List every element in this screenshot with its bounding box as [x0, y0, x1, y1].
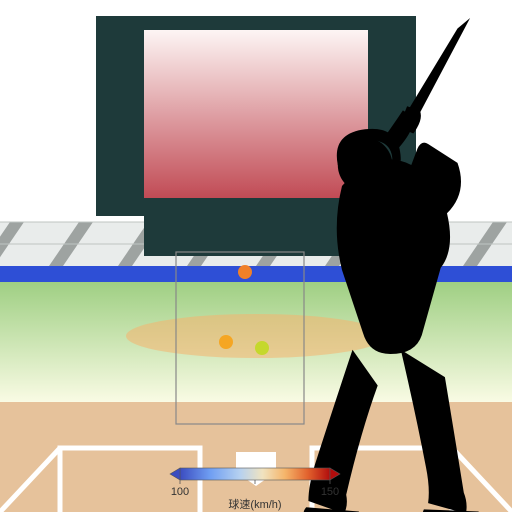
pitch-marker-0	[238, 265, 252, 279]
scoreboard-screen	[144, 30, 368, 198]
pitch-location-chart: 100 150 球速(km/h)	[0, 0, 512, 512]
scoreboard-base	[144, 216, 368, 256]
pitch-marker-1	[219, 335, 233, 349]
speed-colorbar	[180, 468, 330, 480]
colorbar-axis-label: 球速(km/h)	[228, 497, 281, 511]
colorbar-tick-label: 100	[171, 486, 189, 498]
colorbar-tick-label: 150	[321, 486, 339, 498]
pitch-marker-2	[255, 341, 269, 355]
